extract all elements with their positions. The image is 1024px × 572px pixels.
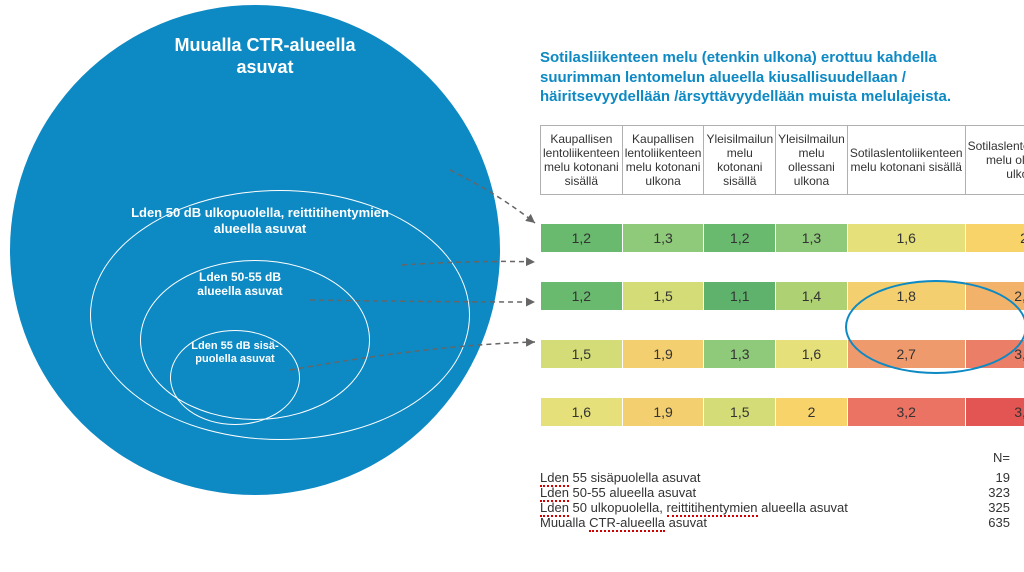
table-cell: 1,4 [776,282,848,311]
venn-ring3-label: Lden 50-55 dB alueella asuvat [180,270,300,299]
table-cell: 1,8 [847,282,965,311]
table-header-cell: Sotilaslentoliikenteen melu kotonani sis… [847,126,965,195]
table-cell: 3,9 [965,398,1024,427]
counts-item: Muualla CTR-alueella asuvat635 [540,515,1010,530]
counts-item: Lden 50-55 alueella asuvat323 [540,485,1010,500]
counts-item: Lden 50 ulkopuolella, reittitihentymien … [540,500,1010,515]
table-row: 1,21,31,21,31,62 [541,224,1024,253]
table-cell: 3,2 [847,398,965,427]
table-cell: 2 [965,224,1024,253]
table-cell: 1,2 [704,224,776,253]
table-cell: 1,5 [704,398,776,427]
table-cell: 1,3 [776,224,848,253]
table-row: 1,21,51,11,41,82,3 [541,282,1024,311]
table-cell: 1,5 [541,340,623,369]
table-cell: 1,5 [622,282,704,311]
table-cell: 1,2 [541,282,623,311]
data-table: Kaupallisen lentoliikenteen melu kotonan… [540,125,1024,456]
table-header-cell: Yleisilmailun melu kotonani sisällä [704,126,776,195]
table-cell: 2,7 [847,340,965,369]
table-cell: 1,3 [622,224,704,253]
venn-diagram: Muualla CTR-alueella asuvat Lden 50 dB u… [0,0,510,510]
table-cell: 1,6 [776,340,848,369]
table-row: 1,51,91,31,62,73,3 [541,340,1024,369]
counts-list: Lden 55 sisäpuolella asuvat19Lden 50-55 … [540,470,1010,530]
table-cell: 2,3 [965,282,1024,311]
table-cell: 1,9 [622,340,704,369]
table-header-cell: Kaupallisen lentoliikenteen melu kotonan… [541,126,623,195]
table-header-row: Kaupallisen lentoliikenteen melu kotonan… [541,126,1024,195]
table-header-cell: Sotilaslentoliikenteen melu ollessani ul… [965,126,1024,195]
table-header-cell: Kaupallisen lentoliikenteen melu kotonan… [622,126,704,195]
venn-ring4-label: Lden 55 dB sisä-puolella asuvat [190,340,280,366]
table-cell: 2 [776,398,848,427]
counts-item: Lden 55 sisäpuolella asuvat19 [540,470,1010,485]
table-cell: 1,2 [541,224,623,253]
table-header-cell: Yleisilmailun melu ollessani ulkona [776,126,848,195]
table-cell: 1,6 [541,398,623,427]
n-header: N= [993,450,1010,465]
table-cell: 3,3 [965,340,1024,369]
table-cell: 1,9 [622,398,704,427]
venn-ring2-label: Lden 50 dB ulkopuolella, reittitihentymi… [120,205,400,236]
table-cell: 1,1 [704,282,776,311]
title-text: Sotilasliikenteen melu (etenkin ulkona) … [540,48,1010,107]
table-cell: 1,3 [704,340,776,369]
table-row: 1,61,91,523,23,9 [541,398,1024,427]
venn-outer-label: Muualla CTR-alueella asuvat [170,35,360,78]
table-cell: 1,6 [847,224,965,253]
